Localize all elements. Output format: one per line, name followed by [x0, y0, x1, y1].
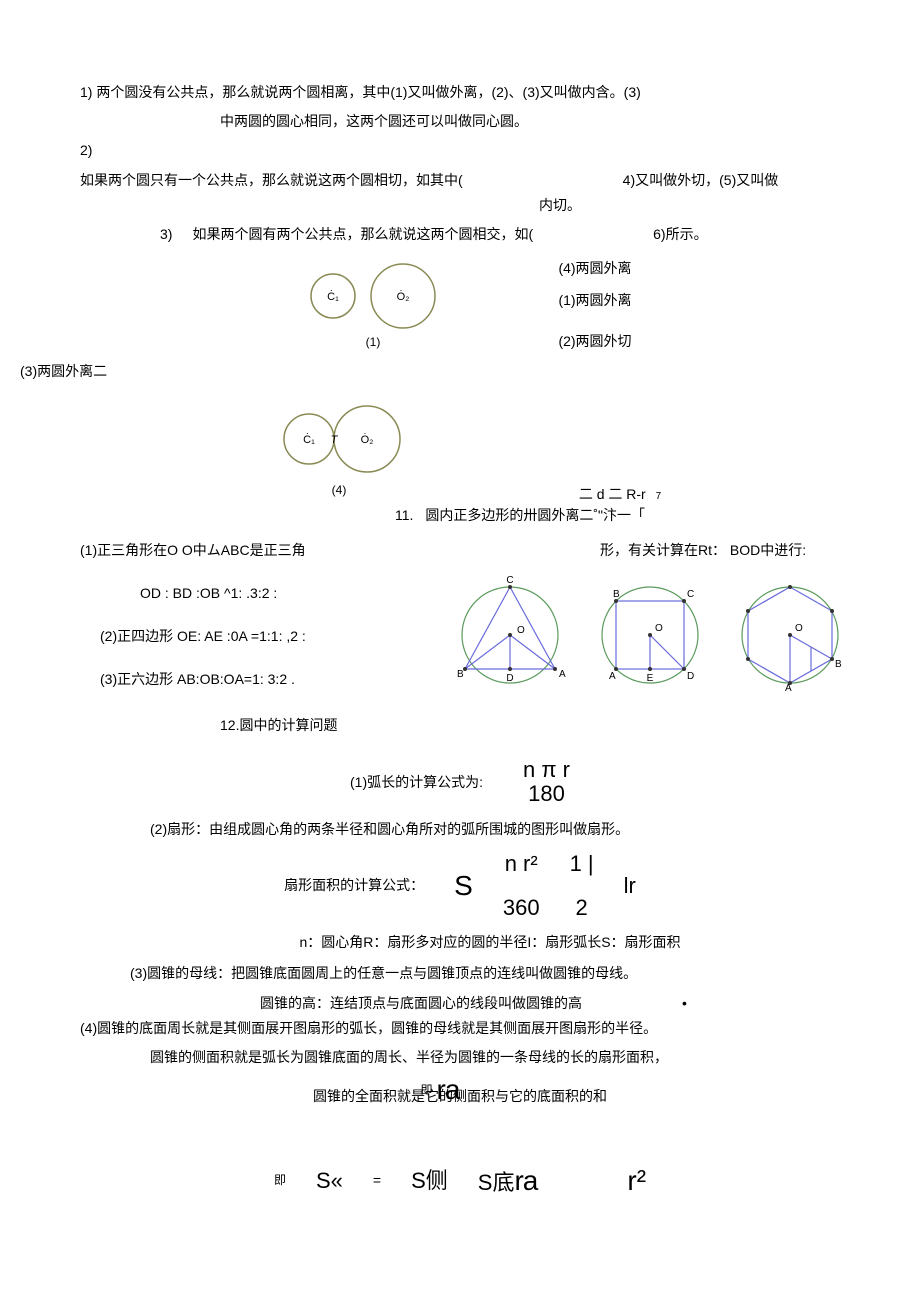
full-text: 圆锥的全面积就是它的侧面积与它的底面积的和 [313, 1084, 607, 1109]
ra2-text: ra [514, 1165, 537, 1196]
svg-text:B: B [613, 589, 620, 600]
svg-text:D: D [506, 673, 513, 684]
svg-text:C: C [687, 589, 694, 600]
para-3-row: 如果两个圆只有一个公共点，那么就说这两个圆相切，如其中( 4)又叫做外切，(5)… [20, 168, 900, 193]
diagram-1: Ċ₁ Ȯ₂ (1) [288, 251, 458, 359]
legend: n：圆心角R：扇形多对应的圆的半径I：扇形弧长S：扇形面积 [80, 930, 900, 955]
square-in-circle: B C O A E D [585, 573, 715, 693]
S-all-text: S« [316, 1168, 343, 1193]
sec11-d: (3)正六边形 AB:OB:OA=1: 3:2 . [100, 667, 400, 692]
dot-icon: • [682, 991, 687, 1016]
para-2-marker: 2) [80, 138, 900, 163]
para-4b: 如果两个圆有两个公共点，那么就说这两个圆相交，如( [192, 222, 533, 247]
ra-overlay: 即 ra [0, 1065, 900, 1115]
diagram-4-svg: Ċ₁ Ȯ₂ T (4) [259, 389, 439, 499]
sector-360: 360 [503, 896, 540, 920]
diagram-4: Ċ₁ Ȯ₂ T (4) [259, 389, 439, 507]
drr-tail: 7 [656, 491, 662, 502]
sec11-b: OD : BD :OB ^1: .3:2 : [140, 581, 400, 606]
final-pre: 即 [274, 1170, 286, 1192]
sec12-title: 12.圆中的计算问题 [220, 713, 900, 738]
eleven-num: 11. [395, 503, 413, 528]
eleven-text: 圆内正多边形的卅圆外离二˚"汴一「 [425, 503, 645, 528]
final-formula: 即 S« = S侧 S底ra r² [20, 1156, 900, 1206]
diagram-4-row: Ċ₁ Ȯ₂ T (4) 二 d 二 R-r 7 [20, 389, 900, 507]
arc-label: (1)弧长的计算公式为: [350, 770, 483, 795]
section-11: (1)正三角形在O O中ムABC是正三角 OD : BD :OB ^1: .3:… [20, 538, 900, 703]
para-4a: 3) [160, 222, 172, 247]
label-ext2: (2)两圆外切 [558, 329, 631, 354]
sector-frac1: n r² 360 [503, 852, 540, 920]
para-3b: 4)又叫做外切，(5)又叫做 [623, 168, 779, 193]
svg-text:O: O [655, 623, 663, 634]
diagram-1-caption: (1) [366, 335, 381, 349]
para-4-row: 3) 如果两个圆有两个公共点，那么就说这两个圆相交，如( 6)所示。 [160, 222, 900, 247]
svg-text:O: O [517, 625, 525, 636]
sector-frac2: 1 | 2 [570, 852, 594, 920]
sector-lr: lr [624, 866, 636, 906]
para-4c: 6)所示。 [653, 222, 707, 247]
triangle-in-circle: C O B D A [445, 573, 575, 693]
diagram-1-c2-label: Ȯ₂ [397, 290, 410, 303]
svg-text:A: A [559, 669, 566, 680]
S-base-text: S底 [478, 1170, 515, 1195]
arc-num: n π r [523, 758, 570, 782]
svg-text:B: B [835, 659, 842, 670]
label-sep4: (4)两圆外离 [558, 256, 631, 281]
sector-2: 2 [575, 896, 587, 920]
diagram-4-caption: (4) [331, 483, 346, 497]
para-1b: 中两圆的圆心相同，这两个圆还可以叫做同心圆。 [220, 109, 900, 134]
diagram-1-rightcol: (4)两圆外离 (1)两圆外离 (2)两圆外切 [558, 256, 631, 354]
section-11-right: 形，有关计算在Rt： BOD中进行: C O B D A [400, 538, 900, 703]
svg-text:A: A [785, 683, 792, 693]
label-sep3-2: (3)两圆外离二 [20, 359, 900, 384]
cone-gen: (3)圆锥的母线：把圆锥底面圆周上的任意一点与圆锥顶点的连线叫做圆锥的母线。 [130, 961, 900, 986]
cone-h: 圆锥的高：连结顶点与底面圆心的线段叫做圆锥的高 [260, 991, 582, 1016]
S-base-ra: S底ra [478, 1156, 538, 1206]
sec11-c: (2)正四边形 OE: AE :0A =1:1: ,2 : [100, 624, 400, 649]
即-small: 即 [421, 1080, 433, 1102]
svg-text:D: D [687, 671, 694, 682]
arc-den: 180 [528, 782, 565, 806]
arc-frac: n π r 180 [523, 758, 570, 806]
svg-text:A: A [609, 671, 616, 682]
diagram-1-svg: Ċ₁ Ȯ₂ (1) [288, 251, 458, 351]
S-side: S侧 [411, 1161, 448, 1201]
svg-text:O: O [795, 623, 803, 634]
arc-formula: (1)弧长的计算公式为: n π r 180 [20, 758, 900, 806]
sec11-a: (1)正三角形在O O中ムABC是正三角 [80, 538, 306, 563]
sector-S: S [454, 861, 473, 911]
para-1: 1) 两个圆没有公共点，那么就说两个圆相离，其中(1)又叫做外离，(2)、(3)… [80, 80, 900, 105]
drr-text: 二 d 二 R-r [579, 486, 646, 502]
r2: r² [627, 1156, 646, 1206]
sector-formula: 扇形面积的计算公式： S n r² 360 1 | 2 lr [20, 852, 900, 920]
para-3a: 如果两个圆只有一个公共点，那么就说这两个圆相切，如其中( [80, 168, 463, 193]
diagram-4-c1-label: Ċ₁ [303, 433, 315, 446]
sector-label: 扇形面积的计算公式： [284, 873, 424, 898]
diagram-1-c1-label: Ċ₁ [328, 290, 340, 303]
cone-lat: (4)圆锥的底面周长就是其侧面展开图扇形的弧长，圆锥的母线就是其侧面展开图扇形的… [80, 1016, 900, 1041]
diagram-1-row: Ċ₁ Ȯ₂ (1) (4)两圆外离 (1)两圆外离 (2)两圆外切 [20, 251, 900, 359]
sector-half: 1 | [570, 852, 594, 876]
diagram-4-t-label: T [330, 434, 338, 446]
line-11: 11. 圆内正多边形的卅圆外离二˚"汴一「 [20, 503, 900, 528]
sec11-a-row: (1)正三角形在O O中ムABC是正三角 [20, 538, 400, 563]
diagram-4-c2-label: Ȯ₂ [360, 433, 373, 446]
label-sep1: (1)两圆外离 [558, 288, 631, 313]
polygon-row: C O B D A B C O A E D [400, 573, 900, 693]
eq-sign: = [373, 1168, 381, 1193]
svg-text:E: E [647, 673, 654, 684]
sec11-a-tail: 形，有关计算在Rt： BOD中进行: [600, 538, 900, 563]
para-3c: 内切。 [220, 193, 900, 218]
cone-h-row: 圆锥的高：连结顶点与底面圆心的线段叫做圆锥的高 • [260, 991, 900, 1016]
svg-text:C: C [506, 575, 513, 586]
hexagon-in-circle: O A B [725, 573, 855, 693]
svg-text:B: B [457, 669, 464, 680]
ra-big: ra [437, 1065, 460, 1115]
section-11-left: (1)正三角形在O O中ムABC是正三角 OD : BD :OB ^1: .3:… [20, 538, 400, 703]
S-all: S« [316, 1161, 343, 1201]
sector-def: (2)扇形：由组成圆心角的两条半径和圆心角所对的弧所围城的图形叫做扇形。 [150, 817, 900, 842]
sector-nr2: n r² [505, 852, 538, 876]
